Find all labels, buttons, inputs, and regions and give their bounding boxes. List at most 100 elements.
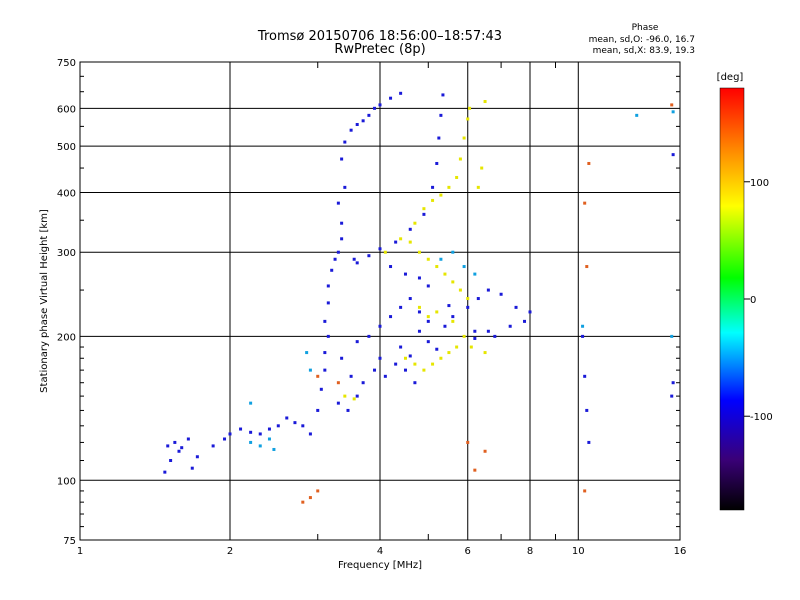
data-point — [458, 157, 462, 161]
y-tick-label: 500 — [57, 142, 76, 153]
y-axis-ticks: 75 100 200 300 400 500 600 750 — [57, 58, 680, 547]
data-point — [403, 356, 407, 360]
data-point — [276, 424, 280, 428]
data-point — [431, 185, 435, 189]
data-point — [458, 288, 462, 292]
data-point — [352, 257, 356, 261]
data-point — [195, 455, 199, 459]
data-point — [378, 324, 382, 328]
chart-title: Tromsø 20150706 18:56:00–18:57:43 — [257, 29, 502, 44]
data-point — [462, 265, 466, 269]
data-point — [308, 496, 312, 500]
data-point — [346, 408, 350, 412]
data-point — [451, 280, 455, 284]
data-point — [173, 440, 177, 444]
data-point — [493, 334, 497, 338]
data-point — [323, 368, 327, 372]
data-point — [223, 437, 227, 441]
data-point — [441, 93, 445, 97]
data-point — [426, 319, 430, 323]
data-point — [389, 96, 393, 100]
data-point — [249, 401, 253, 405]
data-point — [671, 153, 675, 157]
data-point — [355, 340, 359, 344]
y-tick-label: 100 — [57, 476, 76, 487]
data-point — [319, 387, 323, 391]
data-point — [323, 319, 327, 323]
data-point — [486, 329, 490, 333]
data-point — [383, 250, 387, 254]
data-point — [166, 444, 170, 448]
x-tick-label: 4 — [377, 546, 383, 557]
data-point — [258, 444, 262, 448]
data-point — [326, 284, 330, 288]
data-point — [378, 356, 382, 360]
data-point — [670, 103, 674, 107]
x-tick-label: 6 — [465, 546, 471, 557]
data-point — [431, 198, 435, 202]
data-point — [340, 356, 344, 360]
data-point — [349, 128, 353, 132]
stats-header: Phase — [632, 23, 659, 33]
data-point — [163, 470, 167, 474]
data-point — [473, 336, 477, 340]
data-point — [326, 301, 330, 305]
data-point — [413, 221, 417, 225]
data-point — [367, 254, 371, 258]
data-point — [422, 207, 426, 211]
data-point — [417, 305, 421, 309]
data-point — [451, 315, 455, 319]
data-point — [435, 265, 439, 269]
data-point — [340, 237, 344, 241]
data-point — [443, 324, 447, 328]
data-point — [308, 368, 312, 372]
data-point — [587, 440, 591, 444]
data-point — [267, 427, 271, 431]
data-point — [326, 334, 330, 338]
data-point — [426, 257, 430, 261]
y-tick-label: 200 — [57, 332, 76, 343]
data-point — [671, 110, 675, 114]
data-point — [583, 374, 587, 378]
data-point — [336, 201, 340, 205]
data-point — [417, 250, 421, 254]
data-point — [361, 381, 365, 385]
data-point — [408, 240, 412, 244]
data-point — [439, 356, 443, 360]
data-point — [373, 106, 377, 110]
data-point — [349, 374, 353, 378]
data-point — [422, 368, 426, 372]
data-point — [378, 247, 382, 251]
data-point — [476, 297, 480, 301]
data-point — [523, 319, 527, 323]
data-point — [367, 334, 371, 338]
colorbar-tick-label: -100 — [750, 412, 773, 423]
data-point — [403, 368, 407, 372]
data-point — [583, 489, 587, 493]
data-point — [483, 100, 487, 104]
data-point — [340, 157, 344, 161]
data-point — [413, 381, 417, 385]
data-point — [355, 123, 359, 127]
data-point — [336, 250, 340, 254]
colorbar-tick-label: 100 — [750, 178, 769, 189]
y-tick-label: 75 — [63, 536, 76, 547]
data-point — [514, 305, 518, 309]
data-point — [469, 345, 473, 349]
data-point — [413, 362, 417, 366]
data-point — [285, 416, 289, 420]
y-tick-label: 600 — [57, 104, 76, 115]
data-point — [399, 305, 403, 309]
data-point — [435, 161, 439, 165]
data-point — [468, 106, 472, 110]
data-point — [408, 227, 412, 231]
data-point — [426, 315, 430, 319]
data-point — [581, 324, 585, 328]
x-tick-label: 1 — [77, 546, 83, 557]
data-point — [439, 257, 443, 261]
data-point — [211, 444, 215, 448]
data-point — [355, 394, 359, 398]
data-point — [451, 250, 455, 254]
data-point — [343, 140, 347, 144]
